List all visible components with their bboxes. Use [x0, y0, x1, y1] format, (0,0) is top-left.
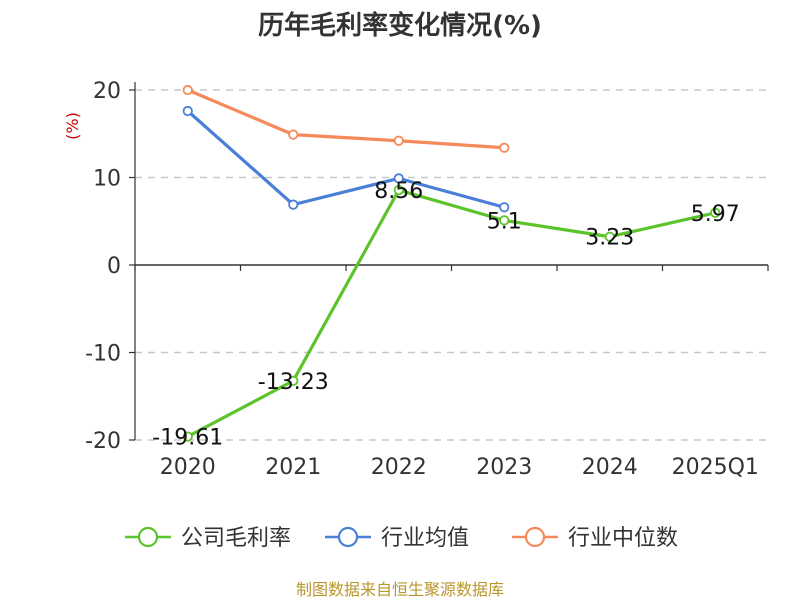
data-label: -13.23 [258, 370, 329, 395]
data-labels: -19.61 -13.23 8.56 5.1 3.23 5.97 [152, 179, 739, 450]
x-tick-label: 2024 [582, 455, 638, 480]
data-label: 8.56 [374, 179, 423, 204]
series-line [186, 88, 506, 150]
y-tick-label: 0 [107, 254, 121, 279]
data-point [393, 173, 404, 184]
legend: 公司毛利率 行业均值 行业中位数 [125, 526, 678, 551]
data-label: 3.23 [585, 226, 634, 251]
x-tick-label: 2021 [265, 455, 321, 480]
data-point [604, 231, 615, 242]
y-tick-label: -10 [85, 342, 121, 367]
y-tick-label: 10 [93, 167, 121, 192]
data-point [182, 431, 193, 442]
data-point [182, 105, 193, 117]
legend-label: 行业均值 [381, 526, 469, 551]
data-point [499, 215, 510, 226]
data-point [393, 185, 404, 196]
data-point [710, 207, 721, 218]
grid-lines [135, 89, 768, 441]
data-point [182, 84, 193, 96]
y-axis-unit: (%) [63, 112, 82, 140]
legend-label: 公司毛利率 [181, 526, 291, 551]
series-line [186, 188, 717, 439]
legend-label: 行业中位数 [568, 526, 678, 551]
data-point [499, 142, 510, 153]
x-tick-label: 2025Q1 [672, 455, 759, 480]
legend-swatch-marker [337, 526, 359, 548]
data-point [393, 135, 404, 146]
legend-swatch-marker [137, 526, 159, 548]
data-point [288, 129, 299, 140]
data-label: 5.97 [691, 202, 740, 227]
chart-title: 历年毛利率变化情况(%) [258, 10, 542, 41]
x-tick-label: 2022 [371, 455, 427, 480]
data-label: -19.61 [152, 426, 223, 451]
data-point [499, 202, 510, 213]
series-line [186, 109, 506, 209]
source-note: 制图数据来自恒生聚源数据库 [296, 580, 504, 599]
y-tick-label: -20 [85, 429, 121, 454]
data-point [288, 375, 299, 386]
y-tick-label: 20 [93, 79, 121, 104]
x-tick-label: 2023 [476, 455, 532, 480]
axes: 20 10 0 -10 -20 2020 2021 2022 2023 2024 2025Q1 [85, 79, 769, 480]
legend-swatch-marker [524, 526, 546, 548]
data-label: 5.1 [487, 209, 522, 234]
x-tick-label: 2020 [160, 455, 216, 480]
series-lines [182, 84, 721, 442]
data-point [288, 199, 299, 210]
